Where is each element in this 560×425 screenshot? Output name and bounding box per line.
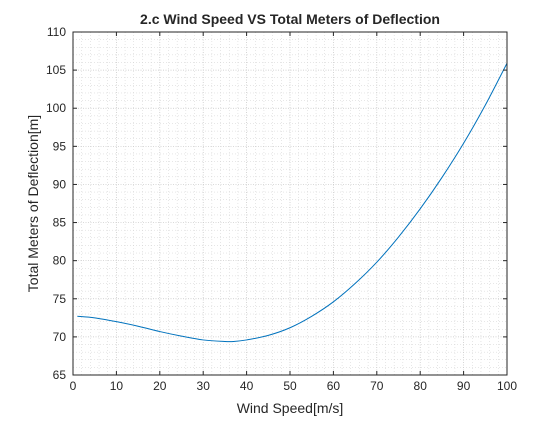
- x-axis-ticks: 0 10 20 30 40 50 60 70 80 90 100: [70, 32, 517, 393]
- x-tick-label: 50: [283, 379, 297, 393]
- y-tick-label: 65: [53, 368, 67, 382]
- x-tick-label: 70: [370, 379, 384, 393]
- y-tick-label: 90: [53, 177, 67, 191]
- x-tick-label: 40: [240, 379, 254, 393]
- y-tick-label: 70: [53, 330, 67, 344]
- x-tick-label: 100: [497, 379, 517, 393]
- y-tick-label: 105: [46, 63, 66, 77]
- y-tick-label: 75: [53, 292, 67, 306]
- chart-title: 2.c Wind Speed VS Total Meters of Deflec…: [140, 11, 440, 27]
- data-series-line: [77, 63, 508, 343]
- minor-grid: [73, 32, 507, 375]
- x-tick-label: 30: [197, 379, 211, 393]
- y-tick-label: 100: [46, 101, 66, 115]
- x-tick-label: 20: [153, 379, 167, 393]
- x-axis-label: Wind Speed[m/s]: [237, 400, 344, 416]
- y-tick-label: 95: [53, 139, 67, 153]
- x-tick-label: 0: [70, 379, 77, 393]
- y-tick-label: 80: [53, 254, 67, 268]
- x-tick-label: 80: [414, 379, 428, 393]
- axes-background: [73, 32, 507, 375]
- y-tick-label: 110: [47, 25, 66, 39]
- x-tick-label: 10: [110, 379, 124, 393]
- y-axis-ticks: 65 70 75 80 85 90 95 100 105 110: [46, 25, 507, 382]
- series-layer: [77, 63, 508, 343]
- x-tick-label: 60: [327, 379, 341, 393]
- y-tick-label: 85: [53, 216, 67, 230]
- x-tick-label: 90: [457, 379, 471, 393]
- y-axis-label: Total Meters of Deflection[m]: [25, 115, 41, 292]
